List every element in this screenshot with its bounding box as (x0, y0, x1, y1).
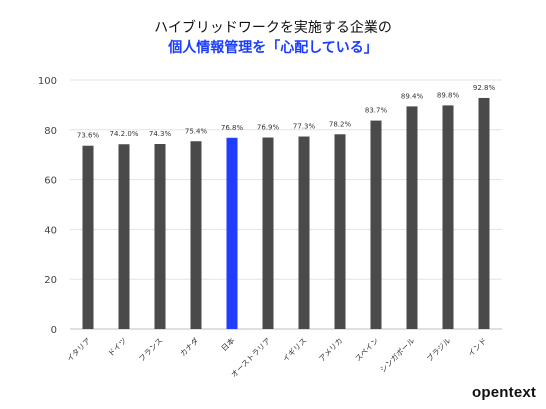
bar (334, 134, 346, 329)
y-tick-label: 0 (51, 325, 57, 336)
y-tick-label: 20 (44, 275, 57, 286)
data-label: 74.3% (149, 130, 172, 138)
x-tick-label: イギリス (281, 336, 309, 364)
bar (226, 137, 238, 329)
title-line-1: ハイブリッドワークを実施する企業の (154, 20, 392, 36)
bar (406, 106, 418, 329)
bar (442, 105, 454, 329)
y-tick-label: 60 (44, 176, 57, 187)
x-tick-label: アメリカ (317, 336, 344, 363)
data-label: 73.6% (77, 132, 100, 140)
y-tick-label: 100 (38, 76, 57, 87)
bar (118, 144, 130, 329)
data-label: 83.7% (365, 107, 388, 115)
title-line-2: 個人情報管理を「心配している」 (168, 40, 378, 56)
x-tick-label: インド (466, 336, 488, 358)
bar (190, 141, 202, 329)
data-label: 89.4% (401, 92, 424, 100)
data-label: 75.4% (185, 127, 208, 135)
x-tick-label: カナダ (177, 335, 200, 358)
bar (154, 143, 166, 329)
bar (262, 137, 274, 329)
bar (82, 145, 94, 329)
chart-title: ハイブリッドワークを実施する企業の 個人情報管理を「心配している」 (0, 18, 546, 58)
data-label: 78.2% (329, 120, 352, 128)
x-tick-label: ブラジル (424, 335, 453, 364)
data-label: 74.2.0% (110, 130, 139, 138)
bar (478, 97, 490, 329)
data-label: 76.9% (257, 124, 280, 132)
data-label: 77.3% (293, 123, 316, 131)
data-label: 92.8% (473, 84, 496, 92)
x-tick-label: 日本 (219, 335, 237, 353)
brand-logo: opentext (472, 384, 537, 401)
x-tick-label: スペイン (353, 336, 380, 363)
y-tick-label: 80 (44, 126, 57, 137)
y-tick-label: 40 (44, 225, 57, 236)
x-tick-label: シンガポール (378, 335, 417, 374)
data-label: 76.8% (221, 124, 244, 132)
bar (298, 136, 310, 329)
x-tick-label: フランス (137, 336, 164, 363)
x-tick-label: イタリア (65, 336, 92, 363)
data-label: 89.8% (437, 91, 460, 99)
x-tick-label: ドイツ (106, 336, 128, 358)
bar (370, 120, 382, 329)
